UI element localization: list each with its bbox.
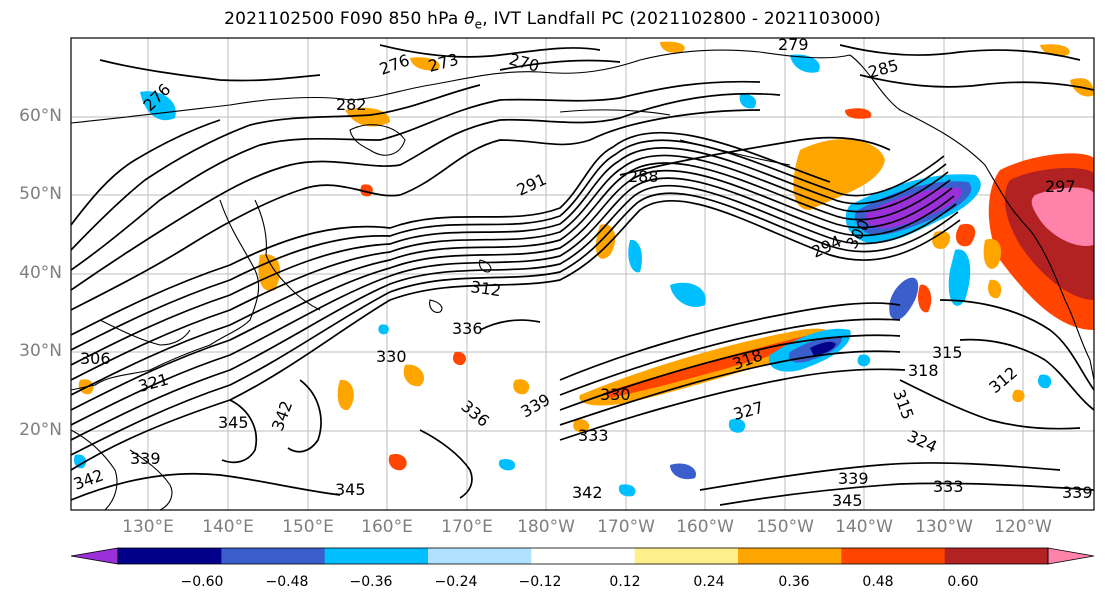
colorbar-extend-max [1047,547,1095,565]
contour-label: 288 [628,167,659,186]
contour-label: 297 [1045,177,1076,196]
colorbar-segment [634,548,739,564]
lat-label: 50°N [19,184,62,204]
contour-label: 282 [336,95,367,114]
lon-label: 170°W [597,517,655,537]
theta-e-contours [71,44,1094,506]
map-title: 2021102500 F090 850 hPa θe, IVT Landfall… [224,9,881,32]
colorbar-tick-label: −0.36 [349,574,393,590]
contour-label: 339 [1062,483,1093,502]
contour-label: 285 [866,56,900,82]
colorbar-segment [944,548,1049,564]
contour-label: 276 [377,50,412,78]
colorbar-tick-label: 0.48 [862,574,894,590]
contour-label: 342 [572,483,603,502]
lon-label: 130°W [915,517,973,537]
contour-label: 339 [838,469,869,488]
lon-label: 160°E [361,517,413,537]
colorbar-extend-min [70,547,119,565]
contour-label: 318 [908,361,939,380]
lat-label: 40°N [19,263,62,283]
colorbar-tick-label: −0.48 [265,574,309,590]
map-frame [70,37,1095,511]
contour-label: 279 [778,35,809,54]
colorbar-tick-label: 0.24 [693,574,725,590]
lat-label: 30°N [19,341,62,361]
contour-label: 321 [136,370,170,396]
lon-label: 170°E [441,517,493,537]
contour-label: 333 [933,477,964,496]
lon-label: 180°W [517,517,575,537]
colorbar-tick-label: 0.60 [947,574,979,590]
colorbar-segment [221,548,326,564]
contour-label: 339 [130,449,161,468]
colorbar-segment [841,548,946,564]
contour-label: 342 [268,398,296,433]
contour-label: 345 [335,480,366,499]
colorbar-tick-label: −0.12 [518,574,562,590]
colorbar-tick-label: −0.24 [434,574,478,590]
colorbar-outline [117,547,1049,565]
contour-label: 312 [469,277,502,300]
contour-label: 336 [457,397,493,431]
contour-label-group: 276 273 270 279 285 282 276 291 288 294 … [71,35,1093,510]
lat-label: 60°N [19,106,62,126]
colorbar-segment [324,548,429,564]
contour-label: 336 [452,319,483,338]
contour-label: 330 [376,347,407,366]
contour-label: 306 [80,349,111,368]
lat-label: 20°N [19,420,62,440]
shading-positive [78,41,1094,471]
contour-label: 345 [832,491,863,510]
colorbar-segment [738,548,842,564]
colorbar [70,547,1095,565]
lon-label: 140°W [835,517,893,537]
colorbar-tick-label: 0.12 [609,574,641,590]
contour-label: 330 [600,385,631,404]
lon-label: 120°W [994,517,1052,537]
contour-label: 333 [578,426,609,445]
contour-label: 315 [932,343,963,362]
lon-label: 150°W [756,517,814,537]
lon-label: 140°E [202,517,254,537]
contour-label: 345 [218,413,249,432]
colorbar-tick-label: 0.36 [778,574,810,590]
colorbar-segment [428,548,532,564]
contour-label: 327 [731,398,765,424]
contour-label: 339 [518,390,554,422]
lon-label: 150°E [282,517,334,537]
contour-label: 315 [889,387,917,422]
colorbar-segment [118,548,222,564]
colorbar-tick-label: −0.60 [180,574,224,590]
lon-label: 130°E [122,517,174,537]
lon-label: 160°W [676,517,734,537]
contour-label: 273 [426,50,460,76]
colorbar-segment [531,548,636,564]
